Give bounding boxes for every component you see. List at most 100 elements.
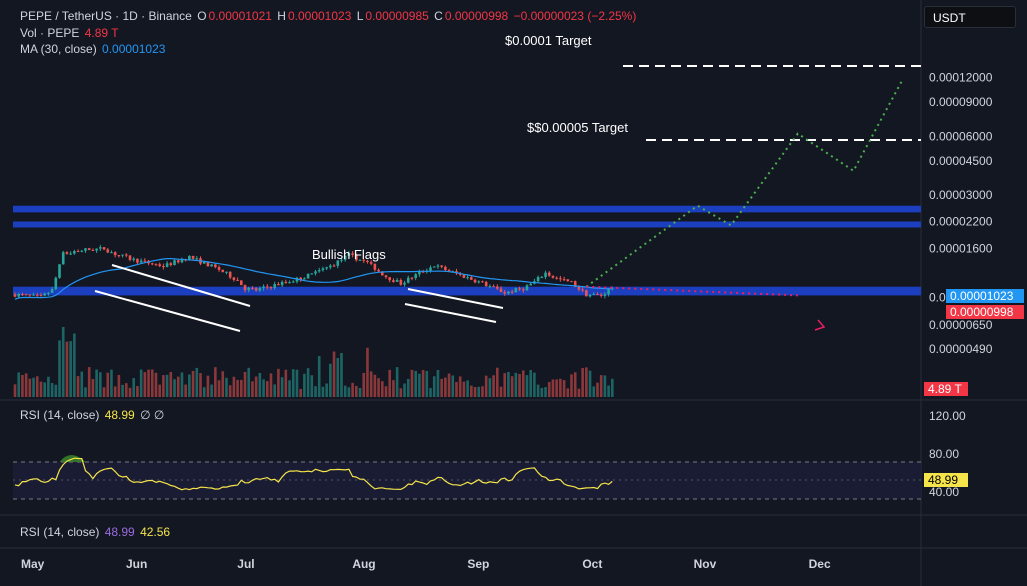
volume-bar xyxy=(559,378,562,397)
time-tick-oct: Oct xyxy=(582,557,602,571)
volume-bar xyxy=(54,384,58,397)
volume-bar xyxy=(295,369,299,397)
volume-bar xyxy=(195,367,199,397)
candle-body xyxy=(418,271,421,275)
candle-body xyxy=(73,251,76,254)
candle-body xyxy=(136,258,139,263)
volume-bar xyxy=(165,374,169,397)
volume-bar xyxy=(340,353,343,397)
candle-body xyxy=(432,266,436,268)
rsi-tick-80: 80.00 xyxy=(929,447,959,461)
candle-body xyxy=(139,260,143,263)
volume-bar xyxy=(447,373,451,397)
time-tick-jul: Jul xyxy=(237,557,254,571)
candle-body xyxy=(128,255,132,260)
candle-body xyxy=(577,286,581,290)
candle-body xyxy=(321,268,325,271)
volume-bar xyxy=(570,374,573,397)
ma-value: 0.00001023 xyxy=(102,42,166,56)
ma-legend[interactable]: MA (30, close) 0.00001023 xyxy=(20,42,167,56)
volume-bar xyxy=(418,373,421,397)
volume-bar xyxy=(132,378,136,397)
volume-bar xyxy=(510,376,514,397)
volume-bar xyxy=(392,380,395,397)
candle-body xyxy=(277,284,280,286)
candle-body xyxy=(421,271,425,273)
candle-body xyxy=(314,271,317,274)
flag-lines xyxy=(94,264,504,332)
volume-legend[interactable]: Vol · PEPE 4.89 T xyxy=(20,26,121,40)
candle-body xyxy=(481,281,484,283)
volume-bar xyxy=(484,375,488,397)
candle-body xyxy=(410,277,414,279)
volume-bar xyxy=(39,381,43,397)
candle-body xyxy=(384,275,388,278)
volume-bar xyxy=(106,372,110,397)
currency-button[interactable]: USDT xyxy=(924,6,1016,28)
candle-body xyxy=(611,288,614,290)
volume-bar xyxy=(21,375,24,397)
candle-body xyxy=(113,252,117,256)
candle-body xyxy=(228,271,232,278)
price-tick: 0.00000650 xyxy=(929,318,993,332)
candle-body xyxy=(17,293,21,297)
volume-bar xyxy=(247,367,251,397)
rsi-tick-40: 40.00 xyxy=(929,485,959,499)
candle-body xyxy=(288,282,291,284)
candle-body xyxy=(377,269,380,272)
support-resistance-zone-3 xyxy=(13,286,921,296)
candle-body xyxy=(525,285,529,291)
candle-body xyxy=(310,273,314,275)
volume-bar xyxy=(488,378,492,397)
volume-bar xyxy=(544,387,547,397)
volume-bar xyxy=(291,369,295,397)
volume-bar xyxy=(113,386,117,397)
volume-bar xyxy=(180,372,184,397)
volume-bar xyxy=(355,385,358,397)
candle-body xyxy=(585,290,588,297)
volume-bar xyxy=(314,386,317,397)
time-axis: May Jun Jul Aug Sep Oct Nov Dec xyxy=(21,557,831,571)
rsi-value-2b: 42.56 xyxy=(140,525,171,539)
volume-bar xyxy=(265,381,269,397)
volume-bar xyxy=(588,370,592,397)
candle-body xyxy=(496,286,499,289)
candle-body xyxy=(132,258,136,260)
candle-body xyxy=(603,294,607,296)
volume-bar xyxy=(529,370,532,397)
candle-body xyxy=(284,281,288,283)
candle-body xyxy=(254,288,258,291)
candle-body xyxy=(210,264,213,267)
candle-body xyxy=(80,250,84,252)
rsi-legend-2[interactable]: RSI (14, close) 48.99 42.56 xyxy=(20,525,172,539)
volume-bar xyxy=(269,373,273,397)
candle-body xyxy=(173,260,176,266)
volume-value: 4.89 T xyxy=(84,26,119,40)
candle-body xyxy=(351,253,354,255)
high-value: 0.00001023 xyxy=(287,9,352,23)
volume-bar xyxy=(607,385,610,397)
rsi-tick-120: 120.00 xyxy=(929,409,966,423)
candle-body xyxy=(596,294,599,296)
candle-body xyxy=(21,293,24,295)
rsi-legend-1[interactable]: RSI (14, close) 48.99 ∅ ∅ xyxy=(20,408,166,422)
volume-bar xyxy=(373,374,377,397)
volume-bar xyxy=(110,369,113,397)
candle-body xyxy=(325,267,328,269)
price-tick: 0.00012000 xyxy=(929,71,993,85)
time-tick-aug: Aug xyxy=(352,557,375,571)
volume-bar xyxy=(555,379,558,397)
candle-body xyxy=(258,288,262,291)
volume-bar xyxy=(32,377,35,397)
volume-bar xyxy=(377,378,380,397)
candle-body xyxy=(110,252,113,254)
symbol-title[interactable]: PEPE / TetherUS · 1D · Binance xyxy=(20,9,192,23)
volume-bar xyxy=(251,381,254,397)
volume-bar xyxy=(321,386,325,397)
volume-bar xyxy=(95,369,98,397)
flag-1-upper xyxy=(111,264,251,307)
candle-body xyxy=(588,294,592,297)
volume-bar xyxy=(414,370,417,397)
